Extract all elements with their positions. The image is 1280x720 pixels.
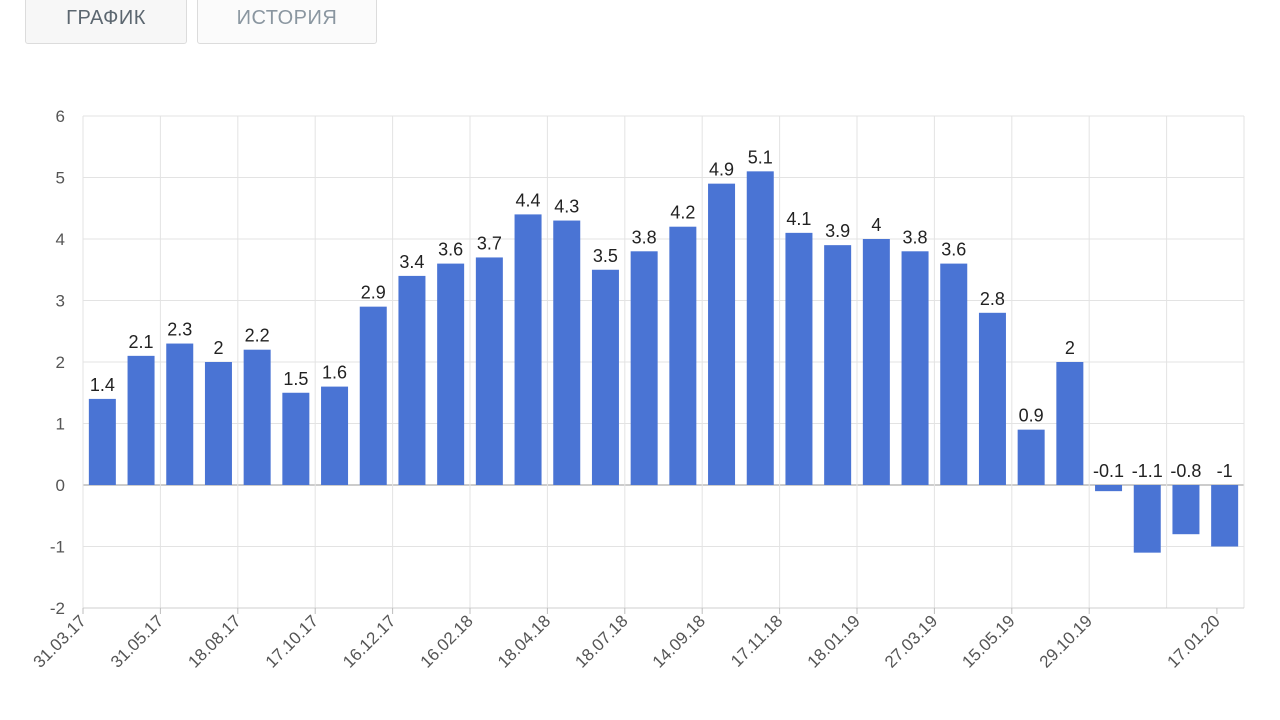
y-tick-label: 4 xyxy=(56,230,65,249)
data-label: 2.1 xyxy=(129,332,154,352)
data-label: 4.9 xyxy=(709,160,734,180)
bar xyxy=(862,239,890,485)
data-label: 2.2 xyxy=(245,326,270,346)
bar xyxy=(282,392,310,485)
y-tick-label: 3 xyxy=(56,292,65,311)
data-label: 3.6 xyxy=(438,240,463,260)
bar xyxy=(1211,485,1239,547)
bar xyxy=(940,263,968,485)
bar xyxy=(746,171,774,485)
data-label: 2.9 xyxy=(361,283,386,303)
data-label: 0.9 xyxy=(1019,406,1044,426)
data-label: 4.3 xyxy=(554,197,579,217)
x-tick-label: 18.07.18 xyxy=(571,611,631,671)
data-label: 3.8 xyxy=(632,227,657,247)
x-tick-label: 14.09.18 xyxy=(649,611,709,671)
bar xyxy=(127,355,155,485)
x-tick-label: 17.10.17 xyxy=(262,611,322,671)
tab-chart[interactable]: ГРАФИК xyxy=(25,0,187,44)
bar xyxy=(785,232,813,485)
data-label: 2.3 xyxy=(167,320,192,340)
data-label: 3.4 xyxy=(399,252,424,272)
x-tick-label: 31.03.17 xyxy=(30,611,90,671)
x-tick-label: 18.04.18 xyxy=(494,611,554,671)
bar xyxy=(1133,485,1161,553)
data-label: -1.1 xyxy=(1132,461,1163,481)
x-tick-label: 16.12.17 xyxy=(339,611,399,671)
bar xyxy=(553,220,581,486)
x-tick-label: 15.05.19 xyxy=(958,611,1018,671)
bar xyxy=(824,245,852,485)
data-label: 1.4 xyxy=(90,375,115,395)
bar xyxy=(204,362,232,485)
bar xyxy=(243,349,271,485)
data-label: -1 xyxy=(1217,461,1233,481)
y-tick-label: 0 xyxy=(56,476,65,495)
bar xyxy=(475,257,503,485)
x-tick-label: 18.01.19 xyxy=(804,611,864,671)
y-tick-label: -1 xyxy=(50,538,65,557)
y-tick-label: -2 xyxy=(50,599,65,618)
bar xyxy=(591,269,619,485)
data-label: 3.8 xyxy=(903,227,928,247)
bar xyxy=(978,312,1006,485)
x-tick-label: 27.03.19 xyxy=(881,611,941,671)
y-tick-label: 6 xyxy=(56,107,65,126)
x-tick-label: 31.05.17 xyxy=(107,611,167,671)
data-label: 1.5 xyxy=(283,369,308,389)
data-label: 4.1 xyxy=(786,209,811,229)
x-tick-label: 16.02.18 xyxy=(417,611,477,671)
bar xyxy=(901,251,929,485)
bar xyxy=(166,343,194,485)
bar xyxy=(359,306,387,485)
x-tick-label: 18.08.17 xyxy=(184,611,244,671)
tab-history[interactable]: ИСТОРИЯ xyxy=(197,0,377,44)
y-tick-label: 2 xyxy=(56,353,65,372)
bar xyxy=(1095,485,1123,492)
bar xyxy=(321,386,349,485)
data-label: 3.6 xyxy=(941,240,966,260)
bar xyxy=(88,398,116,485)
data-label: 1.6 xyxy=(322,363,347,383)
x-tick-label: 17.01.20 xyxy=(1164,611,1224,671)
x-tick-label: 29.10.19 xyxy=(1036,611,1096,671)
data-label: 2.8 xyxy=(980,289,1005,309)
y-tick-label: 5 xyxy=(56,169,65,188)
data-label: -0.8 xyxy=(1170,461,1201,481)
bar xyxy=(669,226,697,485)
bar xyxy=(1172,485,1200,535)
data-label: 2 xyxy=(213,338,223,358)
tab-bar: ГРАФИК ИСТОРИЯ xyxy=(25,0,377,44)
data-label: 5.1 xyxy=(748,147,773,167)
data-label: 3.7 xyxy=(477,233,502,253)
data-label: 2 xyxy=(1065,338,1075,358)
data-label: 3.5 xyxy=(593,246,618,266)
bar xyxy=(398,275,426,485)
bar xyxy=(708,183,736,485)
data-label: 4.2 xyxy=(670,203,695,223)
bar xyxy=(1017,429,1045,485)
bar xyxy=(437,263,465,485)
bar xyxy=(514,214,542,485)
data-label: 4 xyxy=(871,215,881,235)
data-label: 4.4 xyxy=(516,190,541,210)
bar xyxy=(630,251,658,485)
y-tick-label: 1 xyxy=(56,415,65,434)
bar xyxy=(1056,362,1084,485)
data-label: 3.9 xyxy=(825,221,850,241)
x-tick-label: 17.11.18 xyxy=(727,611,786,670)
data-label: -0.1 xyxy=(1093,461,1124,481)
